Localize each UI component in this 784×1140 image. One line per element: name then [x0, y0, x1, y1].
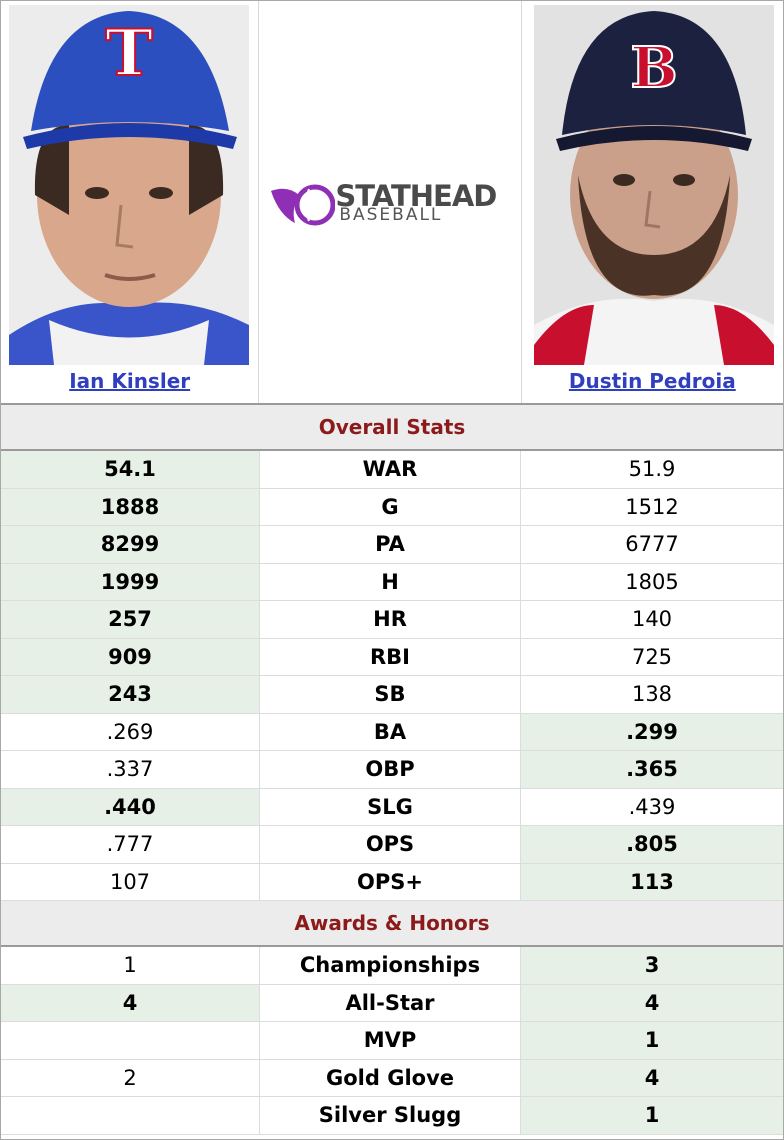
stat-row: 2 Gold Glove 4	[1, 1059, 783, 1098]
right-player-value: .365	[521, 751, 783, 788]
left-player-value: 107	[109, 869, 151, 894]
left-player-value: 1	[123, 953, 137, 977]
stat-row: 4 All-Star 4	[1, 984, 783, 1023]
left-player-value: .440	[1, 788, 259, 825]
left-player-value: .269	[106, 719, 154, 744]
stat-row: 107 OPS+ 113	[1, 863, 783, 901]
left-player-value: 1999	[1, 563, 259, 600]
stat-row: 8299 PA 6777	[1, 526, 783, 564]
left-player-value: 54.1	[1, 451, 259, 488]
right-player-value: 1	[521, 1097, 783, 1134]
center-logo-column: STATHEAD BASEBALL	[258, 1, 522, 403]
right-player-value: 138	[631, 682, 673, 706]
left-player-value: .777	[106, 832, 154, 856]
left-player-value: 909	[1, 638, 259, 675]
stat-label: SLG	[259, 788, 521, 825]
right-player-photo: B	[533, 5, 774, 365]
left-player-value: 257	[1, 601, 259, 638]
stat-row: 909 RBI 725	[1, 638, 783, 676]
stat-label: OPS	[259, 826, 521, 863]
right-player-column: B Dustin Pedroia	[522, 1, 783, 403]
right-player-value: 1	[521, 1022, 783, 1059]
stat-label: OBP	[259, 751, 521, 788]
left-player-value: 243	[1, 676, 259, 713]
stat-row: 243 SB 138	[1, 676, 783, 714]
logo-stathead-text: STATHEAD	[335, 179, 497, 213]
left-player-value	[1, 1097, 259, 1134]
left-player-value: 1888	[1, 488, 259, 525]
right-player-value: 51.9	[628, 457, 676, 481]
stat-label: BA	[259, 713, 521, 750]
right-player-value: 4	[521, 1059, 783, 1097]
right-player-value: 725	[631, 644, 673, 669]
stat-label: H	[259, 563, 521, 600]
stat-label: G	[259, 488, 521, 525]
right-player-value: 6777	[625, 532, 679, 556]
stat-label: All-Star	[259, 984, 521, 1022]
left-player-column: T Ian Kinsler	[1, 1, 258, 403]
right-player-value: .805	[521, 826, 783, 863]
stat-label: WAR	[259, 451, 521, 488]
left-player-value	[1, 1022, 259, 1059]
right-player-link[interactable]: Dustin Pedroia	[568, 369, 736, 393]
left-player-value: 4	[1, 984, 259, 1022]
right-player-value: 1512	[625, 494, 679, 519]
left-player-value: .337	[106, 757, 154, 781]
left-player-photo: T	[9, 5, 249, 365]
svg-text:B: B	[630, 35, 677, 101]
stat-row: MVP 1	[1, 1022, 783, 1060]
players-header: T Ian Kinsler STATHEAD BASEBALL	[1, 1, 783, 405]
right-player-value: 1805	[625, 569, 679, 594]
awards-rows: 1 Championships 3 4 All-Star 4 MVP 1 2 Gold Glove…	[1, 947, 783, 1135]
stat-label: RBI	[259, 638, 521, 675]
left-player-value: 2	[123, 1065, 137, 1090]
stat-label: Championships	[259, 947, 521, 984]
stat-label: HR	[259, 601, 521, 638]
stat-label: SB	[259, 676, 521, 713]
overall-stats-header: Overall Stats	[1, 405, 783, 451]
stat-row: .269 BA .299	[1, 713, 783, 751]
stat-label: Silver Slugg	[259, 1097, 521, 1134]
svg-text:T: T	[105, 16, 153, 91]
stathead-logo: STATHEAD BASEBALL	[269, 179, 514, 229]
right-player-value: .299	[521, 713, 783, 750]
stat-label: OPS+	[259, 863, 521, 900]
stat-label: Gold Glove	[259, 1059, 521, 1097]
stat-row: .337 OBP .365	[1, 751, 783, 789]
right-player-value: 3	[521, 947, 783, 984]
left-player-value: 8299	[1, 526, 259, 563]
right-player-value: .439	[628, 794, 676, 819]
awards-header: Awards & Honors	[1, 901, 783, 947]
left-player-link[interactable]: Ian Kinsler	[69, 369, 191, 393]
stat-row: 1999 H 1805	[1, 563, 783, 601]
right-player-value: 4	[521, 984, 783, 1022]
right-player-value: 140	[631, 607, 673, 631]
right-player-value: 113	[521, 863, 783, 900]
stat-row: 54.1 WAR 51.9	[1, 451, 783, 489]
stat-row: Silver Slugg 1	[1, 1097, 783, 1135]
stat-row: .440 SLG .439	[1, 788, 783, 826]
stat-label: MVP	[259, 1022, 521, 1059]
stathead-baseball-icon	[271, 184, 336, 226]
stat-row: 1 Championships 3	[1, 947, 783, 985]
stat-row: .777 OPS .805	[1, 826, 783, 864]
stat-label: PA	[259, 526, 521, 563]
stat-row: 257 HR 140	[1, 601, 783, 639]
overall-stats-rows: 54.1 WAR 51.9 1888 G 1512 8299 PA 6777 1999 H 1805 2…	[1, 451, 783, 901]
logo-baseball-text: BASEBALL	[339, 205, 443, 225]
stat-row: 1888 G 1512	[1, 488, 783, 526]
